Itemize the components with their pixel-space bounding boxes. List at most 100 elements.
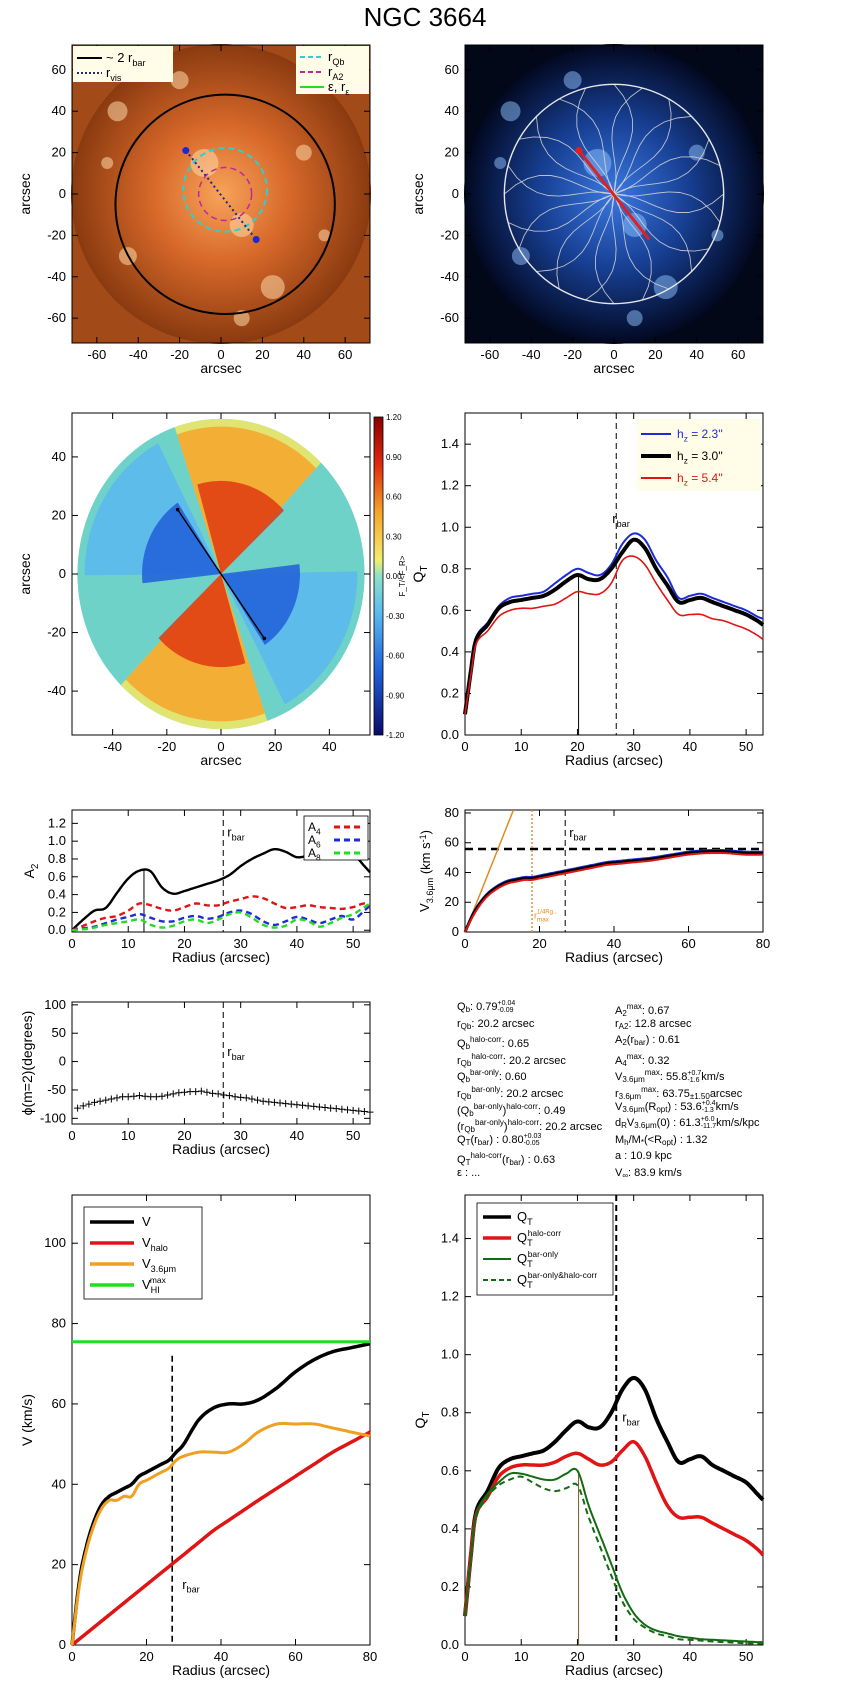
phase-point bbox=[164, 1091, 172, 1099]
legend-label: QTbar-only bbox=[517, 1249, 559, 1269]
hii-region bbox=[295, 144, 312, 161]
legend-label: VHImax bbox=[142, 1275, 167, 1295]
force-contour bbox=[613, 193, 652, 301]
y-tick-label: 50 bbox=[52, 1025, 66, 1040]
bar-line bbox=[177, 509, 265, 639]
legend-label: hz = 2.3'' bbox=[677, 427, 723, 444]
x-axis-label: Radius (arcsec) bbox=[565, 752, 663, 768]
phase-point bbox=[209, 1089, 217, 1097]
phase-point bbox=[332, 1105, 340, 1113]
rbar-label: rbar bbox=[569, 825, 587, 843]
bar-endpoint bbox=[252, 236, 260, 244]
phase-point bbox=[248, 1095, 256, 1103]
y-tick-label: 0 bbox=[59, 1054, 66, 1069]
legend-label: hz = 5.4'' bbox=[677, 471, 723, 488]
x-tick-label: -20 bbox=[563, 347, 582, 362]
x-tick-label: -60 bbox=[480, 347, 499, 362]
y-tick-label: 1.0 bbox=[48, 833, 66, 848]
phase-point bbox=[158, 1092, 166, 1100]
force-contour bbox=[576, 87, 615, 195]
x-axis-label: Radius (arcsec) bbox=[172, 1141, 270, 1157]
y-tick-label: 1.2 bbox=[48, 815, 66, 830]
y-tick-label: 20 bbox=[52, 1557, 66, 1572]
colorbar-tick-label: -0.90 bbox=[386, 691, 405, 700]
phase-point bbox=[344, 1106, 352, 1114]
phase-point bbox=[85, 1100, 93, 1108]
x-tick-label: 10 bbox=[121, 936, 135, 951]
bar-line bbox=[185, 149, 257, 241]
colorbar-tick-label: -0.60 bbox=[386, 652, 405, 661]
force-contour bbox=[613, 84, 633, 195]
x-tick-label: -40 bbox=[522, 347, 541, 362]
series-line bbox=[71, 904, 371, 932]
force-contour bbox=[595, 193, 615, 304]
chart-p10: 0 10 20 30 40 50 0.0 0.2 0.4 0.6 0.8 1.0 1.2 1.4 Radiu… bbox=[412, 1194, 765, 1678]
phase-point bbox=[197, 1087, 205, 1095]
y-axis-label: V (km/s) bbox=[19, 1394, 35, 1446]
x-tick-label: 40 bbox=[290, 936, 304, 951]
phase-point bbox=[130, 1092, 138, 1100]
a2-circle bbox=[197, 166, 253, 222]
hii-region bbox=[107, 101, 128, 122]
rbar-label: rbar bbox=[227, 825, 245, 843]
phase-point bbox=[74, 1104, 82, 1112]
y-tick-label: 0.2 bbox=[441, 1579, 459, 1594]
x-tick-label: 20 bbox=[570, 1649, 584, 1664]
phase-point bbox=[231, 1093, 239, 1101]
chart-p5: 0 10 20 30 40 50 0.0 0.2 0.4 0.6 0.8 1.0 1.2 Radius (… bbox=[21, 809, 371, 965]
y-tick-label: 0 bbox=[59, 566, 66, 581]
bar-circle bbox=[503, 83, 725, 305]
hii-region bbox=[190, 148, 219, 177]
page-title: NGC 3664 bbox=[363, 2, 487, 32]
y-tick-label: 1.2 bbox=[441, 1289, 459, 1304]
phase-point bbox=[242, 1094, 250, 1102]
force-contour bbox=[556, 193, 615, 290]
x-tick-label: 50 bbox=[346, 1128, 360, 1143]
x-tick-label: 20 bbox=[570, 739, 584, 754]
x-axis-label: Radius (arcsec) bbox=[565, 1662, 663, 1678]
phase-point bbox=[225, 1092, 233, 1100]
y-tick-label: -40 bbox=[440, 269, 459, 284]
y-tick-label: 20 bbox=[445, 894, 459, 909]
force-contour bbox=[613, 191, 721, 223]
y-tick-label: 0.4 bbox=[48, 887, 66, 902]
hii-region bbox=[494, 156, 507, 169]
y-tick-label: -40 bbox=[47, 269, 66, 284]
y-axis-label: QT bbox=[410, 566, 430, 583]
phase-point bbox=[107, 1095, 115, 1103]
colorbar-tick-label: -1.20 bbox=[386, 731, 405, 740]
plot-frame bbox=[464, 809, 764, 933]
x-tick-label: 60 bbox=[731, 347, 745, 362]
phase-point bbox=[315, 1103, 323, 1111]
y-tick-label: 1.2 bbox=[441, 478, 459, 493]
x-tick-label: 0 bbox=[461, 936, 468, 951]
phase-point bbox=[321, 1104, 329, 1112]
colorbar bbox=[373, 416, 384, 736]
legend-label: rvis bbox=[106, 65, 122, 83]
series-line bbox=[463, 1375, 765, 1617]
y-tick-label: 80 bbox=[445, 805, 459, 820]
y-tick-label: 0.8 bbox=[48, 851, 66, 866]
legend-label: V3.6μm bbox=[142, 1256, 176, 1274]
force-contour bbox=[613, 98, 672, 195]
x-tick-label: -20 bbox=[157, 739, 176, 754]
y-axis-label: V3.6μm (km s-1) bbox=[417, 830, 435, 912]
x-tick-label: 50 bbox=[346, 936, 360, 951]
y-tick-label: -60 bbox=[440, 310, 459, 325]
force-contour bbox=[613, 156, 721, 195]
hii-region bbox=[563, 71, 582, 90]
x-tick-label: 40 bbox=[322, 739, 336, 754]
legend-label: ε, rε bbox=[328, 79, 349, 97]
bar-endpoint bbox=[575, 147, 583, 155]
y-tick-label: 80 bbox=[52, 1316, 66, 1331]
legend-label: ~ 2 rbar bbox=[106, 50, 146, 68]
phase-point bbox=[124, 1093, 132, 1101]
series-line bbox=[71, 902, 371, 932]
hii-region bbox=[511, 247, 530, 266]
phase-point bbox=[175, 1089, 183, 1097]
series-line bbox=[464, 555, 764, 715]
y-tick-label: 60 bbox=[52, 62, 66, 77]
series-line bbox=[464, 852, 763, 933]
x-tick-label: 40 bbox=[690, 347, 704, 362]
